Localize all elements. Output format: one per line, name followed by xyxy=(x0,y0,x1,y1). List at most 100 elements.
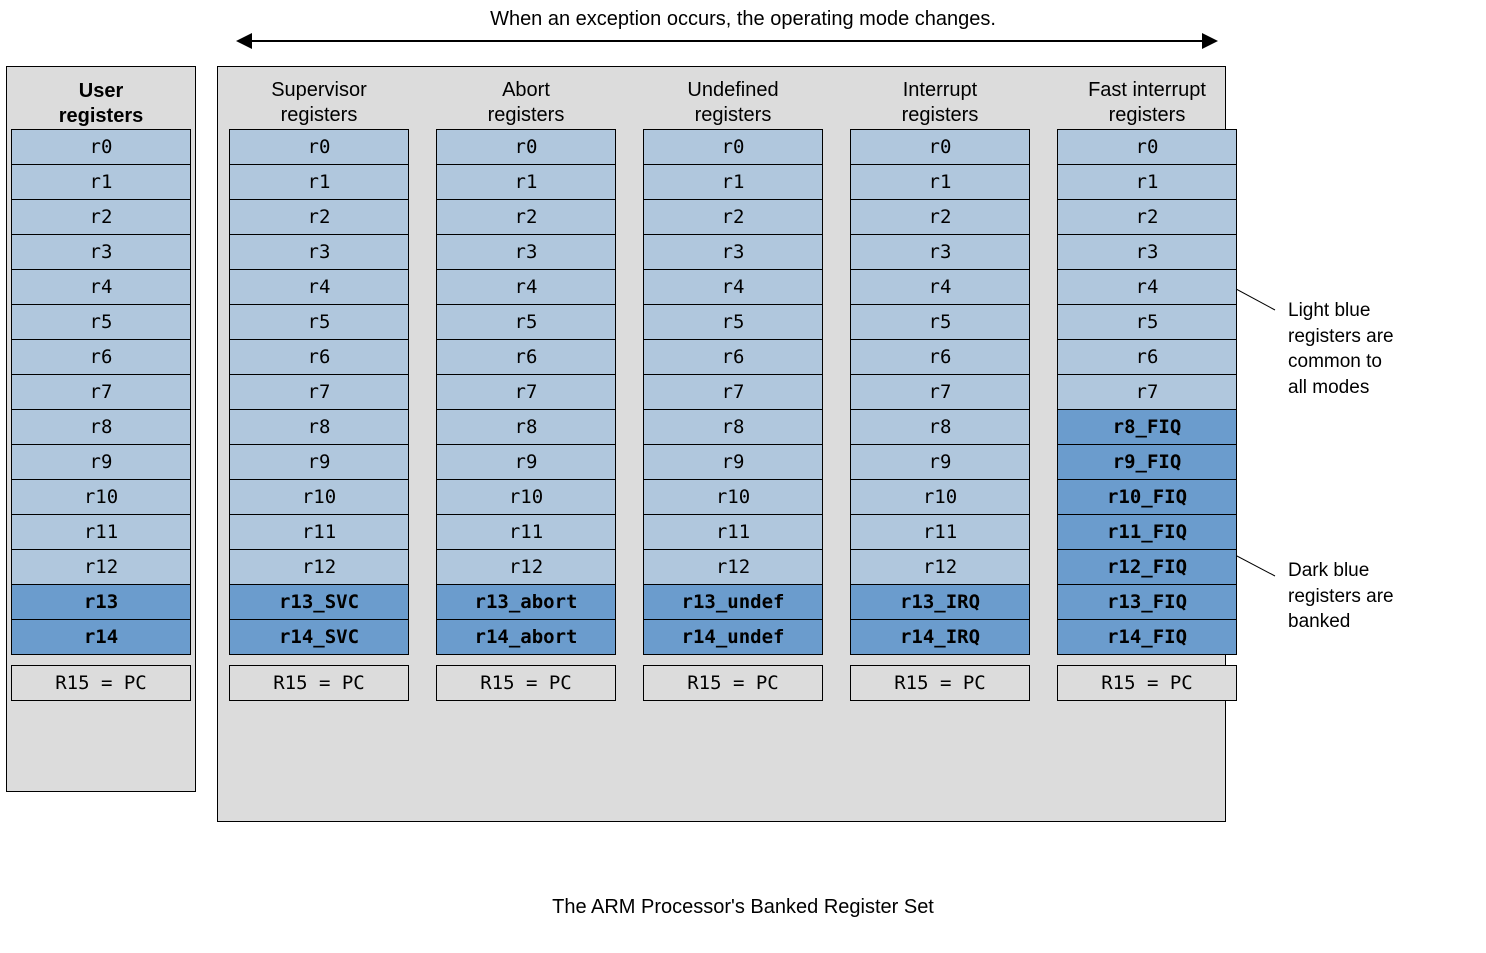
mode1-reg-r6: r6 xyxy=(436,339,616,375)
mode2-reg-R15-PC: R15 = PC xyxy=(643,665,823,701)
mode-header-1: Abortregisters xyxy=(436,72,616,128)
mode3-reg-r3: r3 xyxy=(850,234,1030,270)
mode4-reg-r8-FIQ: r8_FIQ xyxy=(1057,409,1237,445)
mode-header-4: Fast interruptregisters xyxy=(1057,72,1237,128)
mode2-reg-r3: r3 xyxy=(643,234,823,270)
mode3-reg-r12: r12 xyxy=(850,549,1030,585)
mode-header-2: Undefinedregisters xyxy=(643,72,823,128)
mode4-reg-r9-FIQ: r9_FIQ xyxy=(1057,444,1237,480)
bottom-caption: The ARM Processor's Banked Register Set xyxy=(0,896,1486,919)
mode3-reg-R15-PC: R15 = PC xyxy=(850,665,1030,701)
user-reg-r0: r0 xyxy=(11,129,191,165)
mode1-reg-r2: r2 xyxy=(436,199,616,235)
annotation-light-text: Light blueregisters arecommon toall mode… xyxy=(1288,298,1394,401)
mode1-reg-r13-abort: r13_abort xyxy=(436,584,616,620)
mode0-reg-r2: r2 xyxy=(229,199,409,235)
mode2-reg-r0: r0 xyxy=(643,129,823,165)
mode-column-3: r0r1r2r3r4r5r6r7r8r9r10r11r12r13_IRQr14_… xyxy=(850,130,1030,701)
mode1-reg-r10: r10 xyxy=(436,479,616,515)
user-reg-r10: r10 xyxy=(11,479,191,515)
user-reg-r6: r6 xyxy=(11,339,191,375)
mode3-reg-r9: r9 xyxy=(850,444,1030,480)
mode0-reg-r3: r3 xyxy=(229,234,409,270)
user-reg-r3: r3 xyxy=(11,234,191,270)
mode2-reg-r9: r9 xyxy=(643,444,823,480)
mode0-reg-r0: r0 xyxy=(229,129,409,165)
mode1-reg-r11: r11 xyxy=(436,514,616,550)
mode1-reg-r14-abort: r14_abort xyxy=(436,619,616,655)
mode3-reg-r0: r0 xyxy=(850,129,1030,165)
mode-column-0: r0r1r2r3r4r5r6r7r8r9r10r11r12r13_SVCr14_… xyxy=(229,130,409,701)
mode0-reg-r11: r11 xyxy=(229,514,409,550)
mode2-reg-r10: r10 xyxy=(643,479,823,515)
mode2-reg-r5: r5 xyxy=(643,304,823,340)
mode3-reg-r4: r4 xyxy=(850,269,1030,305)
mode0-reg-r12: r12 xyxy=(229,549,409,585)
mode4-reg-r11-FIQ: r11_FIQ xyxy=(1057,514,1237,550)
mode0-reg-r13-SVC: r13_SVC xyxy=(229,584,409,620)
mode0-reg-R15-PC: R15 = PC xyxy=(229,665,409,701)
mode2-reg-r4: r4 xyxy=(643,269,823,305)
mode2-reg-r2: r2 xyxy=(643,199,823,235)
mode-column-2: r0r1r2r3r4r5r6r7r8r9r10r11r12r13_undefr1… xyxy=(643,130,823,701)
mode4-reg-r0: r0 xyxy=(1057,129,1237,165)
user-reg-r4: r4 xyxy=(11,269,191,305)
mode4-reg-r5: r5 xyxy=(1057,304,1237,340)
user-reg-r7: r7 xyxy=(11,374,191,410)
user-registers-header: Userregisters xyxy=(7,73,195,129)
mode4-reg-r4: r4 xyxy=(1057,269,1237,305)
mode4-reg-r6: r6 xyxy=(1057,339,1237,375)
mode1-reg-R15-PC: R15 = PC xyxy=(436,665,616,701)
mode4-reg-r14-FIQ: r14_FIQ xyxy=(1057,619,1237,655)
mode2-reg-r14-undef: r14_undef xyxy=(643,619,823,655)
user-registers-column: r0r1r2r3r4r5r6r7r8r9r10r11r12r13r14R15 =… xyxy=(11,130,191,701)
mode2-reg-r1: r1 xyxy=(643,164,823,200)
user-reg-r9: r9 xyxy=(11,444,191,480)
mode2-reg-r7: r7 xyxy=(643,374,823,410)
mode0-reg-r4: r4 xyxy=(229,269,409,305)
top-caption: When an exception occurs, the operating … xyxy=(0,8,1486,31)
mode3-reg-r7: r7 xyxy=(850,374,1030,410)
mode0-reg-r1: r1 xyxy=(229,164,409,200)
mode2-reg-r12: r12 xyxy=(643,549,823,585)
user-reg-r13: r13 xyxy=(11,584,191,620)
mode3-reg-r5: r5 xyxy=(850,304,1030,340)
user-reg-r2: r2 xyxy=(11,199,191,235)
mode2-reg-r13-undef: r13_undef xyxy=(643,584,823,620)
mode4-reg-r2: r2 xyxy=(1057,199,1237,235)
mode0-reg-r9: r9 xyxy=(229,444,409,480)
mode1-reg-r3: r3 xyxy=(436,234,616,270)
mode1-reg-r5: r5 xyxy=(436,304,616,340)
register-diagram: When an exception occurs, the operating … xyxy=(0,0,1486,953)
mode2-reg-r11: r11 xyxy=(643,514,823,550)
mode1-reg-r7: r7 xyxy=(436,374,616,410)
mode1-reg-r4: r4 xyxy=(436,269,616,305)
mode0-reg-r5: r5 xyxy=(229,304,409,340)
mode3-reg-r10: r10 xyxy=(850,479,1030,515)
user-reg-r5: r5 xyxy=(11,304,191,340)
user-reg-r14: r14 xyxy=(11,619,191,655)
mode-column-4: r0r1r2r3r4r5r6r7r8_FIQr9_FIQr10_FIQr11_F… xyxy=(1057,130,1237,701)
mode3-reg-r6: r6 xyxy=(850,339,1030,375)
mode1-reg-r0: r0 xyxy=(436,129,616,165)
mode4-reg-r7: r7 xyxy=(1057,374,1237,410)
user-reg-r1: r1 xyxy=(11,164,191,200)
mode3-reg-r2: r2 xyxy=(850,199,1030,235)
user-reg-R15-PC: R15 = PC xyxy=(11,665,191,701)
mode-header-3: Interruptregisters xyxy=(850,72,1030,128)
mode2-reg-r6: r6 xyxy=(643,339,823,375)
mode1-reg-r1: r1 xyxy=(436,164,616,200)
mode-column-1: r0r1r2r3r4r5r6r7r8r9r10r11r12r13_abortr1… xyxy=(436,130,616,701)
annotation-dark-text: Dark blueregisters arebanked xyxy=(1288,558,1394,635)
mode3-reg-r14-IRQ: r14_IRQ xyxy=(850,619,1030,655)
mode4-reg-r12-FIQ: r12_FIQ xyxy=(1057,549,1237,585)
mode-header-0: Supervisorregisters xyxy=(229,72,409,128)
mode4-reg-R15-PC: R15 = PC xyxy=(1057,665,1237,701)
mode3-reg-r11: r11 xyxy=(850,514,1030,550)
mode0-reg-r14-SVC: r14_SVC xyxy=(229,619,409,655)
mode1-reg-r8: r8 xyxy=(436,409,616,445)
mode4-reg-r13-FIQ: r13_FIQ xyxy=(1057,584,1237,620)
mode3-reg-r1: r1 xyxy=(850,164,1030,200)
mode4-reg-r1: r1 xyxy=(1057,164,1237,200)
user-reg-r12: r12 xyxy=(11,549,191,585)
